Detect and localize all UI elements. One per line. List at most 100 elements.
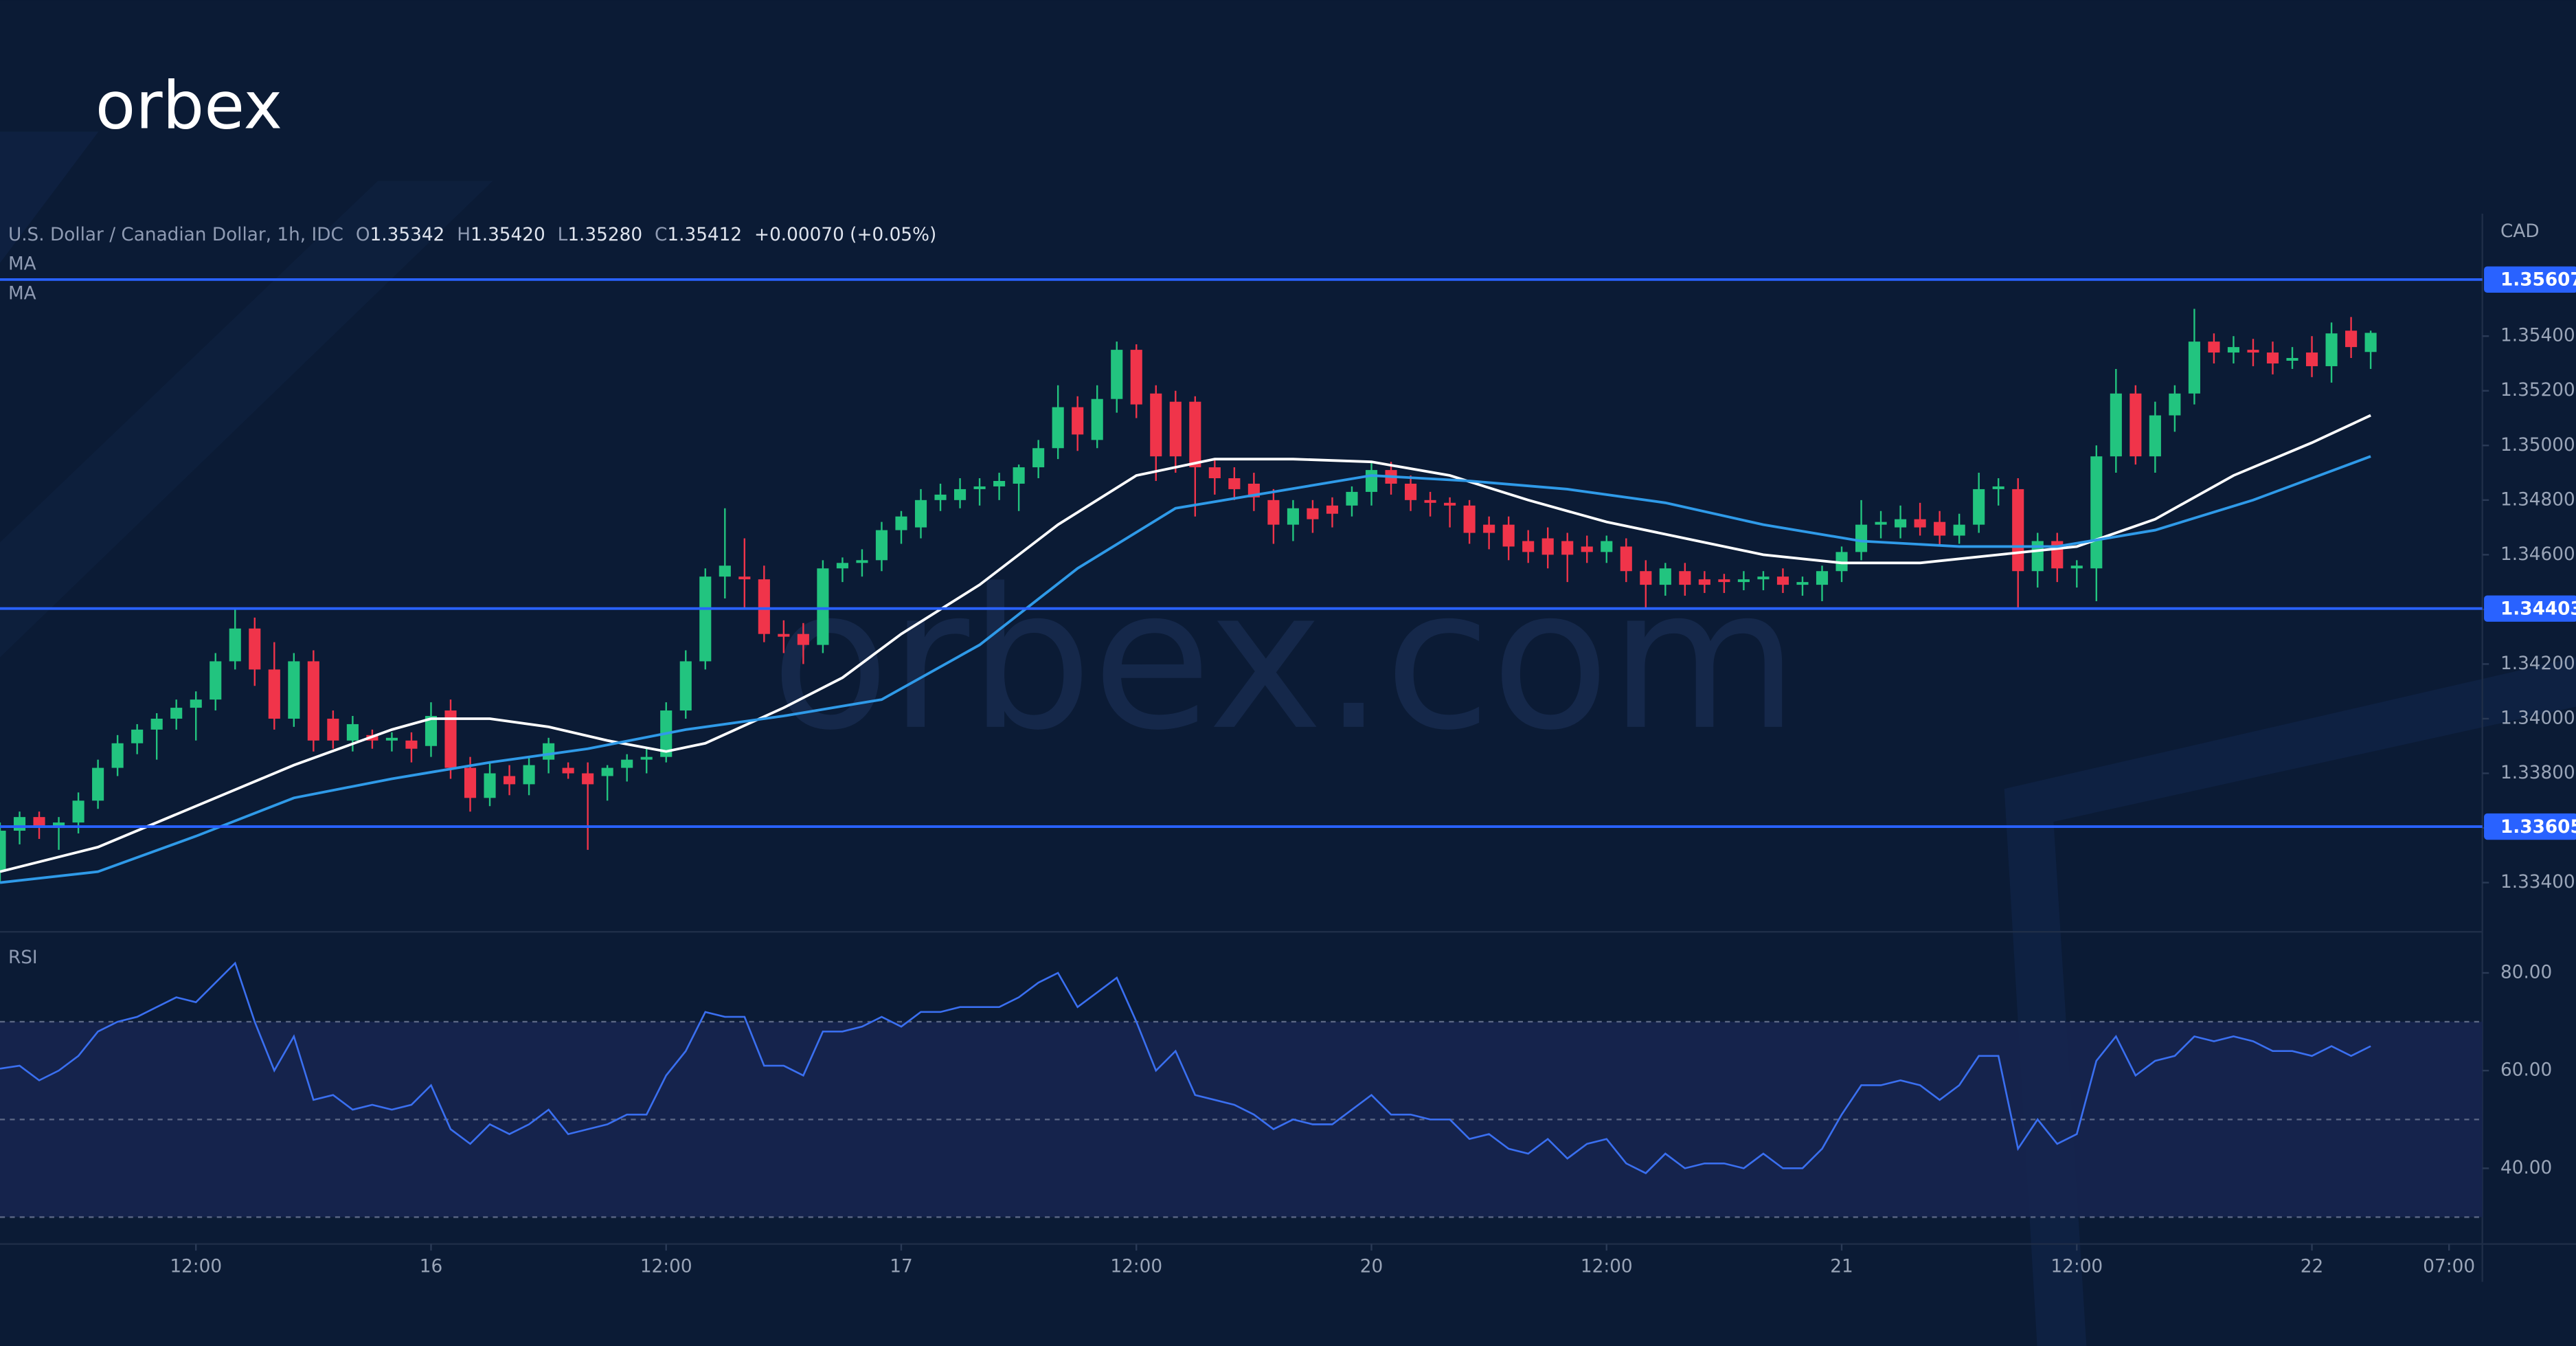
- y-tick-label: 1.35200: [2500, 380, 2575, 401]
- decor-shape: [0, 181, 493, 658]
- candle-body: [1189, 401, 1201, 468]
- candle-body: [2031, 541, 2044, 572]
- candle-body: [288, 661, 300, 719]
- x-tick-label: 22: [2301, 1257, 2323, 1277]
- candle-body: [914, 500, 927, 528]
- candle-body: [268, 669, 280, 719]
- candle-body: [543, 743, 555, 760]
- ohlc-value: 1.35412: [667, 225, 742, 245]
- candle-body: [758, 579, 770, 634]
- candle-body: [1973, 489, 1985, 525]
- candle-body: [1169, 401, 1182, 457]
- candle-body: [385, 737, 398, 741]
- candle-body: [2090, 456, 2103, 569]
- candle-body: [484, 773, 496, 798]
- candle-body: [1659, 568, 1671, 585]
- x-tick-label: 12:00: [1110, 1257, 1162, 1277]
- candle-body: [53, 822, 65, 829]
- candle-body: [993, 480, 1006, 486]
- candle-body: [778, 633, 790, 637]
- candle-body: [1091, 399, 1103, 440]
- x-tick-label: 17: [890, 1257, 912, 1277]
- candle-body: [92, 767, 104, 801]
- candle-body: [1326, 505, 1339, 514]
- candle-body: [1228, 478, 1241, 489]
- candle-body: [719, 565, 731, 577]
- candle-body: [2266, 352, 2279, 363]
- candle-body: [72, 800, 84, 823]
- candle-body: [1052, 407, 1064, 449]
- candle-body: [170, 708, 183, 719]
- level-label: 1.34403: [2500, 598, 2576, 619]
- candle-body: [1307, 508, 1319, 519]
- candle-body: [973, 486, 986, 489]
- candle-body: [2070, 565, 2083, 569]
- candle-body: [1914, 519, 1926, 528]
- candle-body: [1267, 500, 1280, 525]
- candle-body: [1541, 538, 1554, 555]
- y-tick-label: 1.34000: [2500, 708, 2575, 728]
- candle-body: [229, 628, 241, 662]
- candle-body: [875, 530, 888, 561]
- candle-body: [2305, 352, 2318, 366]
- candle-body: [856, 560, 868, 563]
- ohlc-key: C: [655, 225, 667, 245]
- candle-body: [1111, 350, 1123, 399]
- candle-body: [1463, 505, 1476, 533]
- candle-body: [797, 633, 809, 645]
- y-tick-label: 1.35000: [2500, 435, 2575, 456]
- candle-body: [1287, 508, 1299, 525]
- candle-body: [1208, 467, 1221, 479]
- candle-body: [2208, 341, 2220, 353]
- level-label-bg: [2484, 266, 2576, 293]
- candle-body: [1424, 500, 1436, 503]
- candle-body: [836, 563, 848, 569]
- candle-body: [1698, 579, 1710, 585]
- candle-body: [2325, 333, 2338, 366]
- candle-body: [562, 767, 574, 774]
- candle-body: [1601, 541, 1613, 552]
- candle-body: [1855, 524, 1868, 552]
- ohlc-value: 1.35420: [471, 225, 545, 245]
- candle-body: [1640, 571, 1652, 585]
- candle-body: [1032, 448, 1045, 468]
- candle-body: [2129, 393, 2142, 457]
- y-tick-label: 80.00: [2500, 962, 2552, 983]
- x-tick-label: 12:00: [640, 1257, 692, 1277]
- x-tick-label: 16: [420, 1257, 442, 1277]
- candle-body: [2345, 330, 2358, 348]
- candle-body: [2110, 393, 2122, 457]
- change: +0.00070 (+0.05%): [754, 225, 936, 245]
- x-tick-label: 12:00: [170, 1257, 222, 1277]
- y-tick-label: 40.00: [2500, 1158, 2552, 1178]
- candle-body: [1483, 524, 1495, 533]
- candle-body: [1835, 552, 1848, 572]
- candle-body: [13, 817, 26, 831]
- x-tick-label: 21: [1830, 1257, 1853, 1277]
- ohlc-key: H: [457, 225, 471, 245]
- rsi-title: RSI: [8, 947, 38, 968]
- candle-body: [1013, 467, 1025, 484]
- axis-unit: CAD: [2500, 221, 2540, 242]
- candle-body: [1502, 524, 1515, 547]
- candle-body: [640, 756, 653, 760]
- candle-body: [1992, 486, 2004, 489]
- legend-entry: MA: [8, 254, 36, 275]
- candle-body: [2169, 393, 2181, 416]
- candle-body: [1796, 582, 1809, 585]
- candle-body: [2012, 489, 2024, 572]
- candle-body: [504, 776, 516, 785]
- y-tick-label: 1.33400: [2500, 872, 2575, 893]
- candle-body: [1895, 519, 1907, 528]
- candle-body: [111, 743, 124, 768]
- candle-body: [1365, 470, 1378, 492]
- candle-body: [2364, 333, 2377, 352]
- candle-body: [1581, 546, 1593, 552]
- ohlc-value: 1.35342: [370, 225, 445, 245]
- candle-body: [2149, 415, 2161, 457]
- candle-body: [1404, 483, 1417, 500]
- moving-average: [0, 455, 2371, 884]
- rsi-band: [0, 1022, 2483, 1218]
